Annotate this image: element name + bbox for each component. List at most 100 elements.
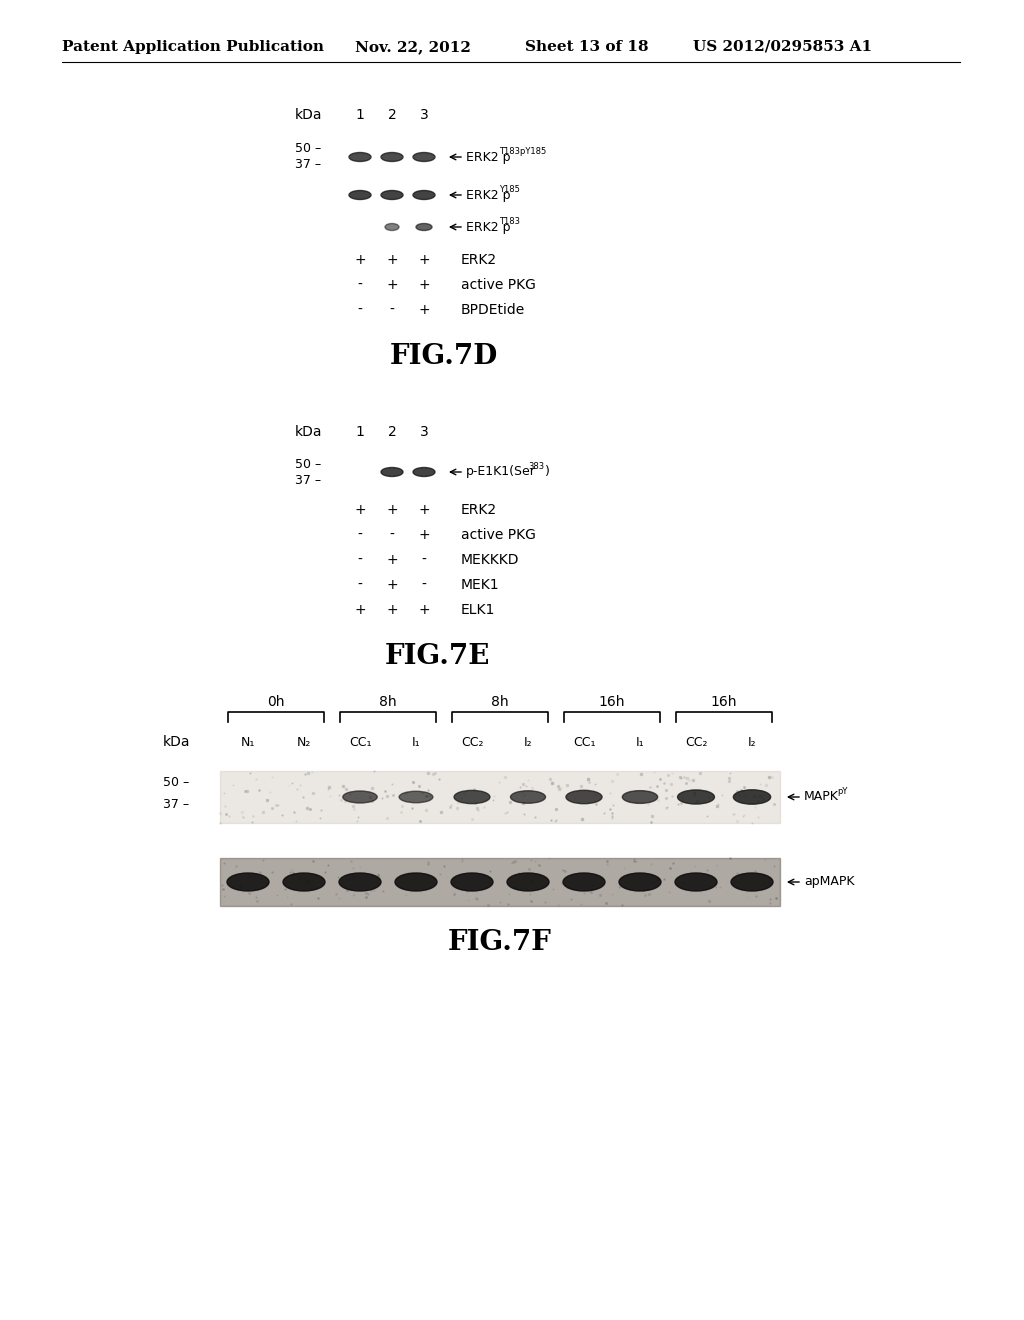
Text: Y185: Y185 bbox=[500, 185, 520, 194]
Text: MEK1: MEK1 bbox=[461, 578, 500, 591]
Bar bbox=[220, 771, 780, 822]
Text: US 2012/0295853 A1: US 2012/0295853 A1 bbox=[693, 40, 872, 54]
Text: kDa: kDa bbox=[163, 735, 190, 748]
Text: 3: 3 bbox=[420, 425, 428, 440]
Ellipse shape bbox=[413, 153, 435, 161]
Ellipse shape bbox=[731, 873, 773, 891]
Text: -: - bbox=[389, 304, 394, 317]
Text: active PKG: active PKG bbox=[461, 528, 536, 543]
Text: T183: T183 bbox=[500, 216, 520, 226]
Text: I₁: I₁ bbox=[412, 735, 420, 748]
Ellipse shape bbox=[623, 791, 657, 804]
Text: +: + bbox=[386, 279, 397, 292]
Text: Nov. 22, 2012: Nov. 22, 2012 bbox=[355, 40, 471, 54]
Text: 1: 1 bbox=[355, 108, 365, 121]
Text: active PKG: active PKG bbox=[461, 279, 536, 292]
Text: 37 –: 37 – bbox=[295, 474, 322, 487]
Text: +: + bbox=[418, 603, 430, 616]
Text: CC₂: CC₂ bbox=[685, 735, 708, 748]
Text: ERK2: ERK2 bbox=[461, 253, 497, 267]
Text: 2: 2 bbox=[388, 425, 396, 440]
Text: FIG.7F: FIG.7F bbox=[449, 928, 552, 956]
Ellipse shape bbox=[416, 223, 432, 231]
Text: 1: 1 bbox=[355, 425, 365, 440]
Text: -: - bbox=[357, 279, 362, 292]
Ellipse shape bbox=[349, 190, 371, 199]
Ellipse shape bbox=[399, 791, 433, 803]
Text: -: - bbox=[422, 578, 426, 591]
Ellipse shape bbox=[675, 873, 717, 891]
Text: 50 –: 50 – bbox=[295, 143, 322, 156]
Ellipse shape bbox=[349, 153, 371, 161]
Ellipse shape bbox=[385, 223, 399, 231]
Text: +: + bbox=[386, 603, 397, 616]
Text: Sheet 13 of 18: Sheet 13 of 18 bbox=[525, 40, 648, 54]
Ellipse shape bbox=[413, 467, 435, 477]
Text: kDa: kDa bbox=[295, 108, 323, 121]
Text: 16h: 16h bbox=[711, 696, 737, 709]
Text: ERK2 p: ERK2 p bbox=[466, 220, 511, 234]
Text: +: + bbox=[418, 304, 430, 317]
Text: ELK1: ELK1 bbox=[461, 603, 496, 616]
Text: CC₁: CC₁ bbox=[349, 735, 372, 748]
Ellipse shape bbox=[413, 190, 435, 199]
Ellipse shape bbox=[566, 791, 602, 804]
Text: FIG.7E: FIG.7E bbox=[385, 644, 490, 671]
Ellipse shape bbox=[454, 791, 489, 804]
Ellipse shape bbox=[227, 873, 269, 891]
Text: +: + bbox=[418, 279, 430, 292]
Text: 37 –: 37 – bbox=[295, 158, 322, 172]
Text: 37 –: 37 – bbox=[163, 799, 189, 812]
Text: ): ) bbox=[545, 466, 550, 479]
Ellipse shape bbox=[678, 789, 715, 804]
Ellipse shape bbox=[395, 873, 437, 891]
Text: 2: 2 bbox=[388, 108, 396, 121]
Text: +: + bbox=[418, 503, 430, 517]
Ellipse shape bbox=[451, 873, 493, 891]
Text: -: - bbox=[357, 304, 362, 317]
Text: MEKKKD: MEKKKD bbox=[461, 553, 519, 568]
Ellipse shape bbox=[507, 873, 549, 891]
Text: +: + bbox=[418, 528, 430, 543]
Text: +: + bbox=[354, 503, 366, 517]
Text: pY: pY bbox=[837, 788, 848, 796]
Ellipse shape bbox=[343, 791, 377, 803]
Text: FIG.7D: FIG.7D bbox=[390, 343, 499, 371]
Text: 16h: 16h bbox=[599, 696, 626, 709]
Text: CC₁: CC₁ bbox=[572, 735, 595, 748]
Text: Patent Application Publication: Patent Application Publication bbox=[62, 40, 324, 54]
Text: I₁: I₁ bbox=[636, 735, 644, 748]
Text: +: + bbox=[354, 603, 366, 616]
Text: N₁: N₁ bbox=[241, 735, 255, 748]
Ellipse shape bbox=[283, 873, 325, 891]
Text: N₂: N₂ bbox=[297, 735, 311, 748]
Text: MAPK: MAPK bbox=[804, 791, 839, 804]
Ellipse shape bbox=[381, 190, 403, 199]
Text: ERK2 p: ERK2 p bbox=[466, 189, 511, 202]
Text: +: + bbox=[386, 578, 397, 591]
Text: -: - bbox=[357, 553, 362, 568]
Text: kDa: kDa bbox=[295, 425, 323, 440]
Text: ERK2 p: ERK2 p bbox=[466, 150, 511, 164]
Text: +: + bbox=[386, 503, 397, 517]
Ellipse shape bbox=[511, 791, 546, 804]
Text: +: + bbox=[386, 253, 397, 267]
Text: 50 –: 50 – bbox=[163, 776, 189, 788]
Text: ERK2: ERK2 bbox=[461, 503, 497, 517]
Text: 3: 3 bbox=[420, 108, 428, 121]
Text: p-E1K1(Ser: p-E1K1(Ser bbox=[466, 466, 536, 479]
Text: 0h: 0h bbox=[267, 696, 285, 709]
Text: 8h: 8h bbox=[492, 696, 509, 709]
Text: -: - bbox=[422, 553, 426, 568]
Text: 50 –: 50 – bbox=[295, 458, 322, 470]
Text: +: + bbox=[418, 253, 430, 267]
Text: apMAPK: apMAPK bbox=[804, 875, 854, 888]
Ellipse shape bbox=[563, 873, 605, 891]
Text: BPDEtide: BPDEtide bbox=[461, 304, 525, 317]
Text: -: - bbox=[389, 528, 394, 543]
Ellipse shape bbox=[733, 789, 771, 804]
Text: I₂: I₂ bbox=[523, 735, 532, 748]
Text: +: + bbox=[354, 253, 366, 267]
Bar bbox=[220, 858, 780, 906]
Text: I₂: I₂ bbox=[748, 735, 757, 748]
